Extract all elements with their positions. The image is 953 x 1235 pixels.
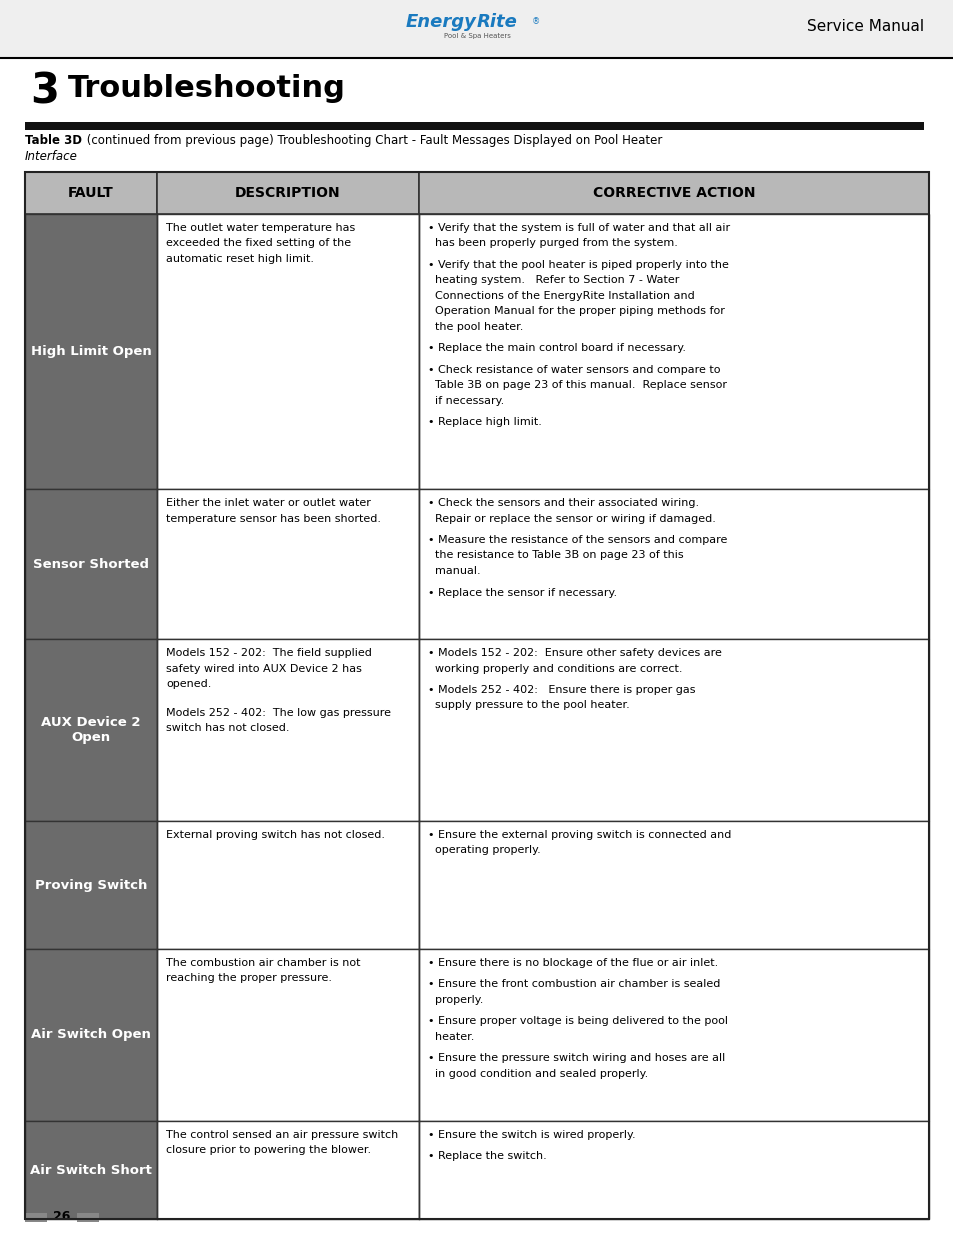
Bar [157, 172, 418, 214]
Text: AUX Device 2
Open: AUX Device 2 Open [41, 715, 141, 745]
Bar [157, 948, 418, 1121]
Text: Rite: Rite [476, 14, 517, 31]
Text: Models 252 - 402:  The low gas pressure: Models 252 - 402: The low gas pressure [166, 708, 391, 718]
Bar [25, 172, 928, 1219]
Text: 26: 26 [53, 1210, 71, 1224]
Bar [157, 638, 418, 821]
Text: Repair or replace the sensor or wiring if damaged.: Repair or replace the sensor or wiring i… [428, 514, 715, 524]
Text: Connections of the EnergyRite Installation and: Connections of the EnergyRite Installati… [428, 291, 694, 301]
Bar [418, 948, 928, 1121]
Text: temperature sensor has been shorted.: temperature sensor has been shorted. [166, 514, 380, 524]
Bar [418, 638, 928, 821]
Text: heating system.   Refer to Section 7 - Water: heating system. Refer to Section 7 - Wat… [428, 275, 679, 285]
Text: The outlet water temperature has: The outlet water temperature has [166, 224, 355, 233]
Bar [25, 1121, 157, 1219]
Text: • Ensure the external proving switch is connected and: • Ensure the external proving switch is … [428, 830, 731, 840]
Bar [157, 214, 418, 489]
Bar [25, 1213, 47, 1221]
Bar [418, 172, 928, 214]
Text: Proving Switch: Proving Switch [34, 878, 147, 892]
Bar [25, 821, 157, 948]
Text: manual.: manual. [428, 566, 480, 576]
Text: High Limit Open: High Limit Open [30, 345, 152, 358]
Text: switch has not closed.: switch has not closed. [166, 722, 289, 734]
Text: • Replace the switch.: • Replace the switch. [428, 1151, 546, 1161]
Text: Table 3B on page 23 of this manual.  Replace sensor: Table 3B on page 23 of this manual. Repl… [428, 380, 726, 390]
Bar [157, 489, 418, 638]
Text: reaching the proper pressure.: reaching the proper pressure. [166, 973, 332, 983]
Text: • Ensure proper voltage is being delivered to the pool: • Ensure proper voltage is being deliver… [428, 1016, 727, 1026]
Text: supply pressure to the pool heater.: supply pressure to the pool heater. [428, 700, 629, 710]
Text: (continued from previous page) Troubleshooting Chart - Fault Messages Displayed : (continued from previous page) Troublesh… [83, 135, 661, 147]
Text: Air Switch Open: Air Switch Open [31, 1029, 151, 1041]
Text: • Replace the sensor if necessary.: • Replace the sensor if necessary. [428, 588, 617, 598]
Text: the pool heater.: the pool heater. [428, 322, 523, 332]
Text: Troubleshooting: Troubleshooting [68, 74, 346, 103]
Text: Air Switch Short: Air Switch Short [30, 1163, 152, 1177]
Text: Models 152 - 202:  The field supplied: Models 152 - 202: The field supplied [166, 648, 372, 658]
Text: automatic reset high limit.: automatic reset high limit. [166, 254, 314, 264]
Text: Table 3D: Table 3D [25, 135, 82, 147]
Text: • Replace the main control board if necessary.: • Replace the main control board if nece… [428, 343, 685, 353]
Text: • Models 252 - 402:   Ensure there is proper gas: • Models 252 - 402: Ensure there is prop… [428, 685, 695, 695]
Text: Sensor Shorted: Sensor Shorted [33, 557, 149, 571]
Bar [77, 1213, 99, 1221]
Bar [0, 0, 953, 58]
Text: • Replace high limit.: • Replace high limit. [428, 417, 541, 427]
Text: Either the inlet water or outlet water: Either the inlet water or outlet water [166, 498, 371, 508]
Text: • Ensure the pressure switch wiring and hoses are all: • Ensure the pressure switch wiring and … [428, 1053, 724, 1063]
Text: DESCRIPTION: DESCRIPTION [235, 186, 340, 200]
Text: Operation Manual for the proper piping methods for: Operation Manual for the proper piping m… [428, 306, 724, 316]
Text: opened.: opened. [166, 679, 212, 689]
Text: Service Manual: Service Manual [806, 19, 923, 33]
Bar [25, 638, 157, 821]
Text: ®: ® [532, 17, 539, 26]
Text: Interface: Interface [25, 149, 78, 163]
Bar [25, 489, 157, 638]
Text: 3: 3 [30, 70, 59, 112]
Text: closure prior to powering the blower.: closure prior to powering the blower. [166, 1146, 371, 1156]
Bar [25, 214, 157, 489]
Text: has been properly purged from the system.: has been properly purged from the system… [428, 238, 678, 248]
Bar [418, 214, 928, 489]
Text: • Ensure the switch is wired properly.: • Ensure the switch is wired properly. [428, 1130, 635, 1140]
Bar [418, 1121, 928, 1219]
Bar [25, 172, 157, 214]
Text: safety wired into AUX Device 2 has: safety wired into AUX Device 2 has [166, 663, 361, 673]
Text: if necessary.: if necessary. [428, 396, 504, 406]
Text: • Verify that the pool heater is piped properly into the: • Verify that the pool heater is piped p… [428, 261, 728, 270]
Text: • Check resistance of water sensors and compare to: • Check resistance of water sensors and … [428, 366, 720, 375]
Bar [157, 1121, 418, 1219]
Text: • Ensure the front combustion air chamber is sealed: • Ensure the front combustion air chambe… [428, 979, 720, 989]
Text: in good condition and sealed properly.: in good condition and sealed properly. [428, 1070, 648, 1079]
Text: • Models 152 - 202:  Ensure other safety devices are: • Models 152 - 202: Ensure other safety … [428, 648, 721, 658]
Text: heater.: heater. [428, 1032, 474, 1042]
Bar [418, 821, 928, 948]
Text: External proving switch has not closed.: External proving switch has not closed. [166, 830, 385, 840]
Bar [25, 948, 157, 1121]
Text: CORRECTIVE ACTION: CORRECTIVE ACTION [592, 186, 755, 200]
Bar [418, 489, 928, 638]
Text: The combustion air chamber is not: The combustion air chamber is not [166, 958, 360, 968]
Text: Pool & Spa Heaters: Pool & Spa Heaters [443, 33, 510, 40]
Text: exceeded the fixed setting of the: exceeded the fixed setting of the [166, 238, 351, 248]
Text: Energy: Energy [406, 14, 476, 31]
Text: • Measure the resistance of the sensors and compare: • Measure the resistance of the sensors … [428, 535, 726, 545]
Text: properly.: properly. [428, 995, 483, 1005]
Bar [25, 122, 923, 130]
Text: • Verify that the system is full of water and that all air: • Verify that the system is full of wate… [428, 224, 729, 233]
Text: • Check the sensors and their associated wiring.: • Check the sensors and their associated… [428, 498, 699, 508]
Text: operating properly.: operating properly. [428, 846, 540, 856]
Text: • Ensure there is no blockage of the flue or air inlet.: • Ensure there is no blockage of the flu… [428, 958, 718, 968]
Text: working properly and conditions are correct.: working properly and conditions are corr… [428, 663, 681, 673]
Text: the resistance to Table 3B on page 23 of this: the resistance to Table 3B on page 23 of… [428, 551, 683, 561]
Text: FAULT: FAULT [68, 186, 113, 200]
Bar [157, 821, 418, 948]
Text: The control sensed an air pressure switch: The control sensed an air pressure switc… [166, 1130, 397, 1140]
